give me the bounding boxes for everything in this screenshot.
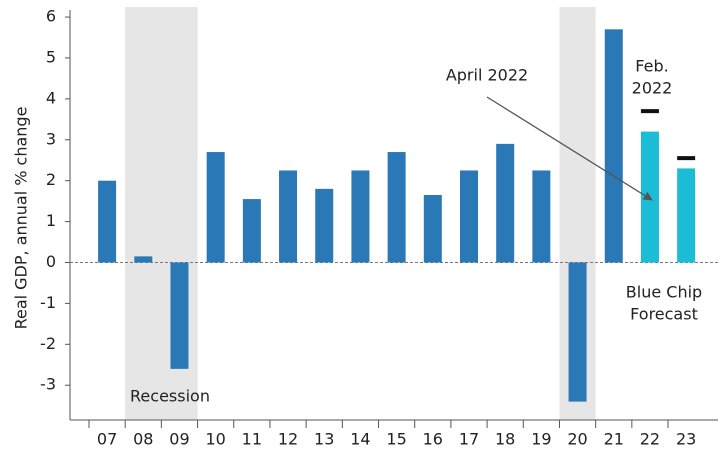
x-tick-label: 20: [567, 430, 587, 449]
recession-label: Recession: [130, 387, 210, 406]
bar: [315, 188, 334, 263]
x-tick-label: 08: [133, 430, 153, 449]
y-axis-label: Real GDP, annual % change: [12, 107, 31, 330]
y-tick-label: 4: [46, 88, 56, 107]
y-tick-label: 3: [46, 129, 56, 148]
x-tick-label: 07: [97, 430, 117, 449]
april-label: April 2022: [446, 66, 528, 85]
bar: [640, 131, 659, 263]
x-tick-label: 17: [459, 430, 479, 449]
y-tick-label: 1: [46, 211, 56, 230]
x-tick-label: 15: [386, 430, 406, 449]
bar: [242, 199, 261, 263]
y-tick-label: -2: [40, 334, 56, 353]
bar: [459, 170, 478, 263]
bar: [134, 256, 153, 263]
x-tick-label: 11: [242, 430, 262, 449]
bar: [677, 168, 696, 263]
bar: [568, 262, 587, 402]
feb-label: 2022: [632, 79, 673, 98]
bar: [604, 29, 623, 263]
x-tick-label: 21: [604, 430, 624, 449]
bar: [496, 143, 515, 263]
x-tick-label: 10: [205, 430, 225, 449]
x-tick-label: 13: [314, 430, 334, 449]
april-arrow: [486, 96, 653, 201]
y-tick-label: 5: [46, 47, 56, 66]
bar: [351, 170, 370, 263]
bar: [532, 170, 551, 263]
forecast-label: Blue Chip: [626, 283, 702, 302]
bar: [206, 152, 225, 263]
bar: [387, 152, 406, 263]
x-tick-label: 22: [640, 430, 660, 449]
x-tick-label: 19: [531, 430, 551, 449]
y-tick-label: 0: [46, 252, 56, 271]
x-tick-label: 18: [495, 430, 515, 449]
x-tick-label: 23: [676, 430, 696, 449]
y-tick-label: -3: [40, 375, 56, 394]
y-tick-label: 2: [46, 170, 56, 189]
bar: [98, 180, 117, 263]
feb-label: Feb.: [635, 57, 668, 76]
x-tick-label: 12: [278, 430, 298, 449]
x-tick-label: 16: [423, 430, 443, 449]
x-tick-label: 14: [350, 430, 370, 449]
x-tick-label: 09: [169, 430, 189, 449]
y-tick-label: 6: [46, 7, 56, 26]
bar: [423, 195, 442, 263]
y-tick-label: -1: [40, 293, 56, 312]
forecast-label: Forecast: [630, 305, 698, 324]
bar: [279, 170, 298, 263]
bar: [170, 262, 189, 369]
